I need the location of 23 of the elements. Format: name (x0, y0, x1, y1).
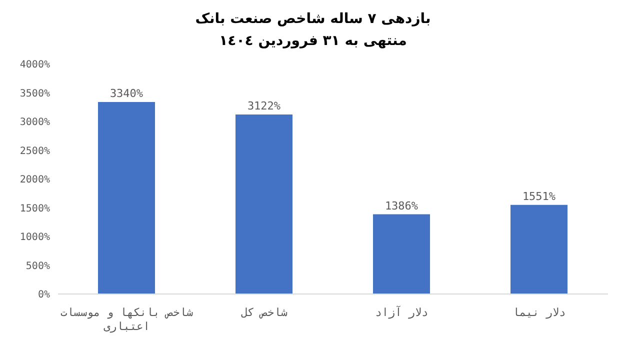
data-label: 3340% (110, 86, 144, 100)
data-label: 3122% (247, 99, 281, 112)
x-tick-label: دلار نیما (512, 306, 566, 319)
y-tick-label: 2500% (20, 146, 50, 157)
x-tick-label: دلار آزاد (375, 305, 428, 319)
bar (236, 114, 292, 294)
y-tick-label: 1000% (20, 232, 50, 244)
y-tick-label: 4000% (20, 60, 50, 71)
x-tick-label: شاخص بانکها و موسسات اعتباری (60, 306, 194, 333)
y-tick-label: 3500% (20, 88, 50, 100)
data-label: 1551% (522, 190, 556, 203)
y-tick-label: 0% (38, 290, 50, 301)
y-tick-label: 2000% (20, 174, 50, 186)
y-tick-label: 500% (26, 260, 50, 272)
bar (373, 214, 430, 294)
data-label: 1386% (384, 199, 418, 212)
bar (98, 102, 155, 294)
chart-title: بازدهی ٧ ساله شاخص صنعت بانک (194, 10, 432, 29)
x-tick-label: شاخص کل (241, 306, 288, 319)
chart-subtitle: منتهی به ٣١ فروردین ١٤٠٤ (218, 32, 408, 51)
y-tick-label: 3000% (20, 117, 50, 128)
y-tick-label: 1500% (20, 203, 50, 214)
bar (510, 204, 568, 294)
